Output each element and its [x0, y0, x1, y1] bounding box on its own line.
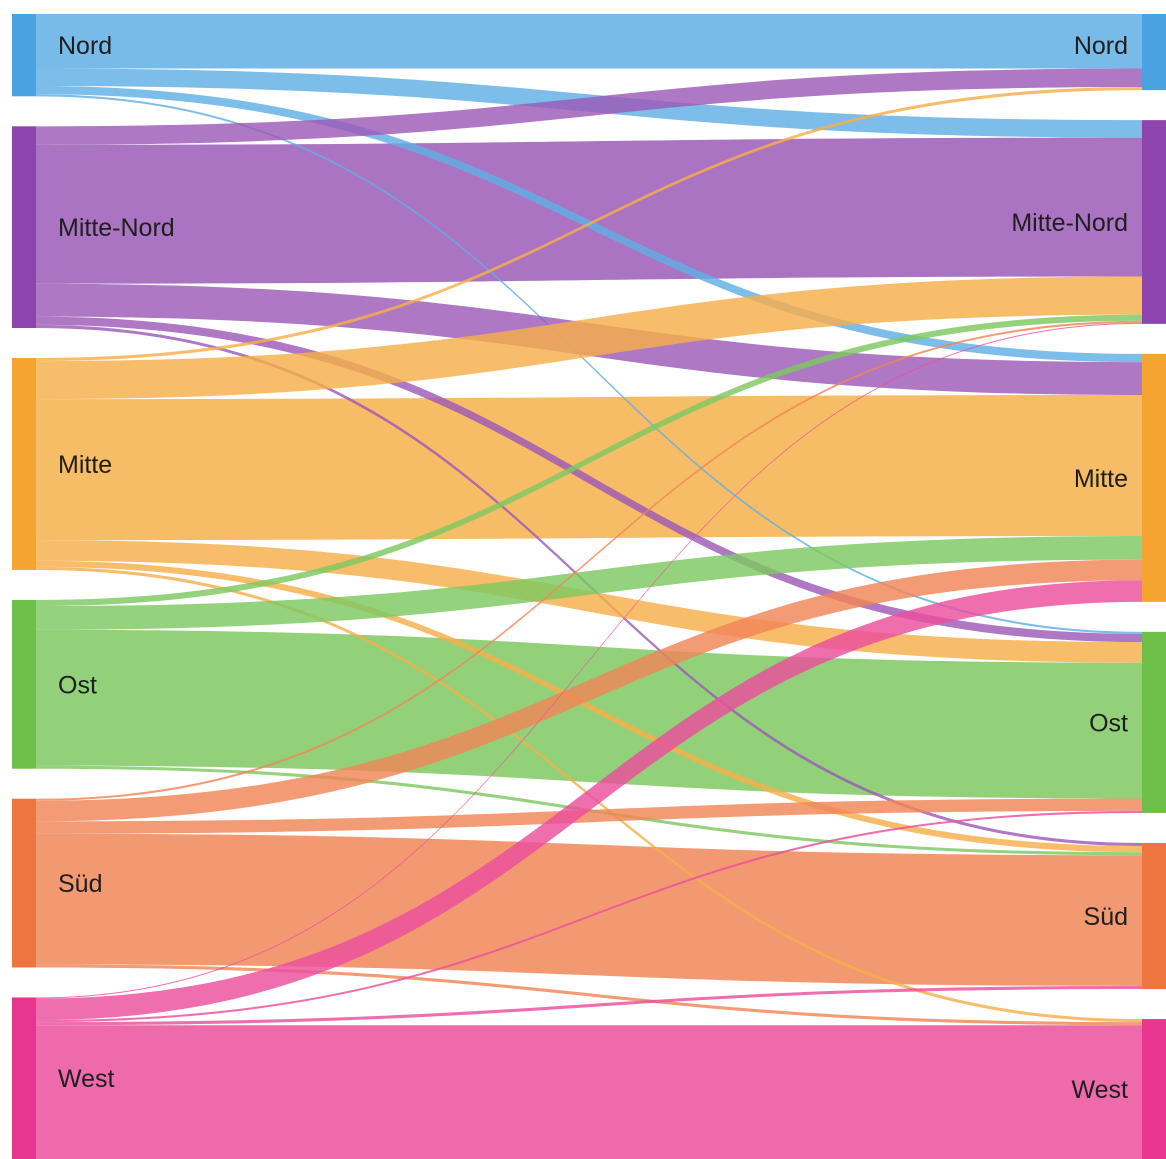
link-west-to-ost [36, 810, 1142, 1023]
node-left-ost [12, 599, 36, 769]
node-right-mitte-nord [1142, 120, 1166, 324]
node-left-west [12, 997, 36, 1159]
link-mitte-to-sued [36, 560, 1142, 853]
link-nord-to-nord [36, 14, 1142, 69]
links-layer [36, 14, 1142, 1159]
node-label-right-mitte: Mitte [1074, 465, 1128, 493]
node-left-sued [12, 798, 36, 968]
link-mitte-to-mitte [36, 395, 1142, 541]
node-label-left-sued: Süd [58, 870, 102, 898]
node-label-right-west: West [1072, 1076, 1129, 1104]
link-sued-to-ost [36, 798, 1142, 834]
node-right-west [1142, 1019, 1166, 1159]
node-label-left-ost: Ost [58, 671, 97, 699]
link-mitte-nord-to-ost [36, 316, 1142, 643]
link-ost-to-mitte-nord [36, 314, 1142, 607]
node-right-mitte [1142, 353, 1166, 602]
link-west-to-west [36, 1025, 1142, 1159]
link-ost-to-ost [36, 629, 1142, 799]
link-nord-to-ost [36, 94, 1142, 634]
node-left-nord [12, 14, 36, 97]
node-label-right-ost: Ost [1089, 709, 1128, 737]
node-label-right-sued: Süd [1084, 903, 1128, 931]
node-right-ost [1142, 631, 1166, 813]
link-sued-to-mitte [36, 559, 1142, 822]
node-label-left-mitte: Mitte [58, 451, 112, 479]
node-right-nord [1142, 14, 1166, 91]
link-mitte-nord-to-mitte-nord [36, 137, 1142, 284]
link-mitte-to-mitte-nord [36, 276, 1142, 400]
node-right-sued [1142, 842, 1166, 990]
link-west-to-sued [36, 985, 1142, 1026]
node-label-right-nord: Nord [1074, 32, 1128, 60]
link-west-to-mitte-nord [36, 322, 1142, 999]
node-left-mitte-nord [12, 126, 36, 328]
link-mitte-nord-to-nord [36, 68, 1142, 145]
link-sued-to-west [36, 964, 1142, 1026]
link-sued-to-mitte-nord [36, 320, 1142, 801]
node-label-left-mitte-nord: Mitte-Nord [58, 214, 175, 242]
link-sued-to-sued [36, 833, 1142, 986]
labels-layer: Nord Mitte-Nord Mitte Ost Süd West Nord Mitte-N… [58, 32, 1128, 1104]
link-ost-to-mitte [36, 536, 1142, 630]
nodes-layer [12, 14, 1166, 1159]
link-west-to-mitte [36, 580, 1142, 1021]
node-left-mitte [12, 357, 36, 570]
node-label-right-mitte-nord: Mitte-Nord [1011, 209, 1128, 237]
link-mitte-to-nord [36, 87, 1142, 362]
node-label-left-west: West [58, 1065, 115, 1093]
node-label-left-nord: Nord [58, 32, 112, 60]
